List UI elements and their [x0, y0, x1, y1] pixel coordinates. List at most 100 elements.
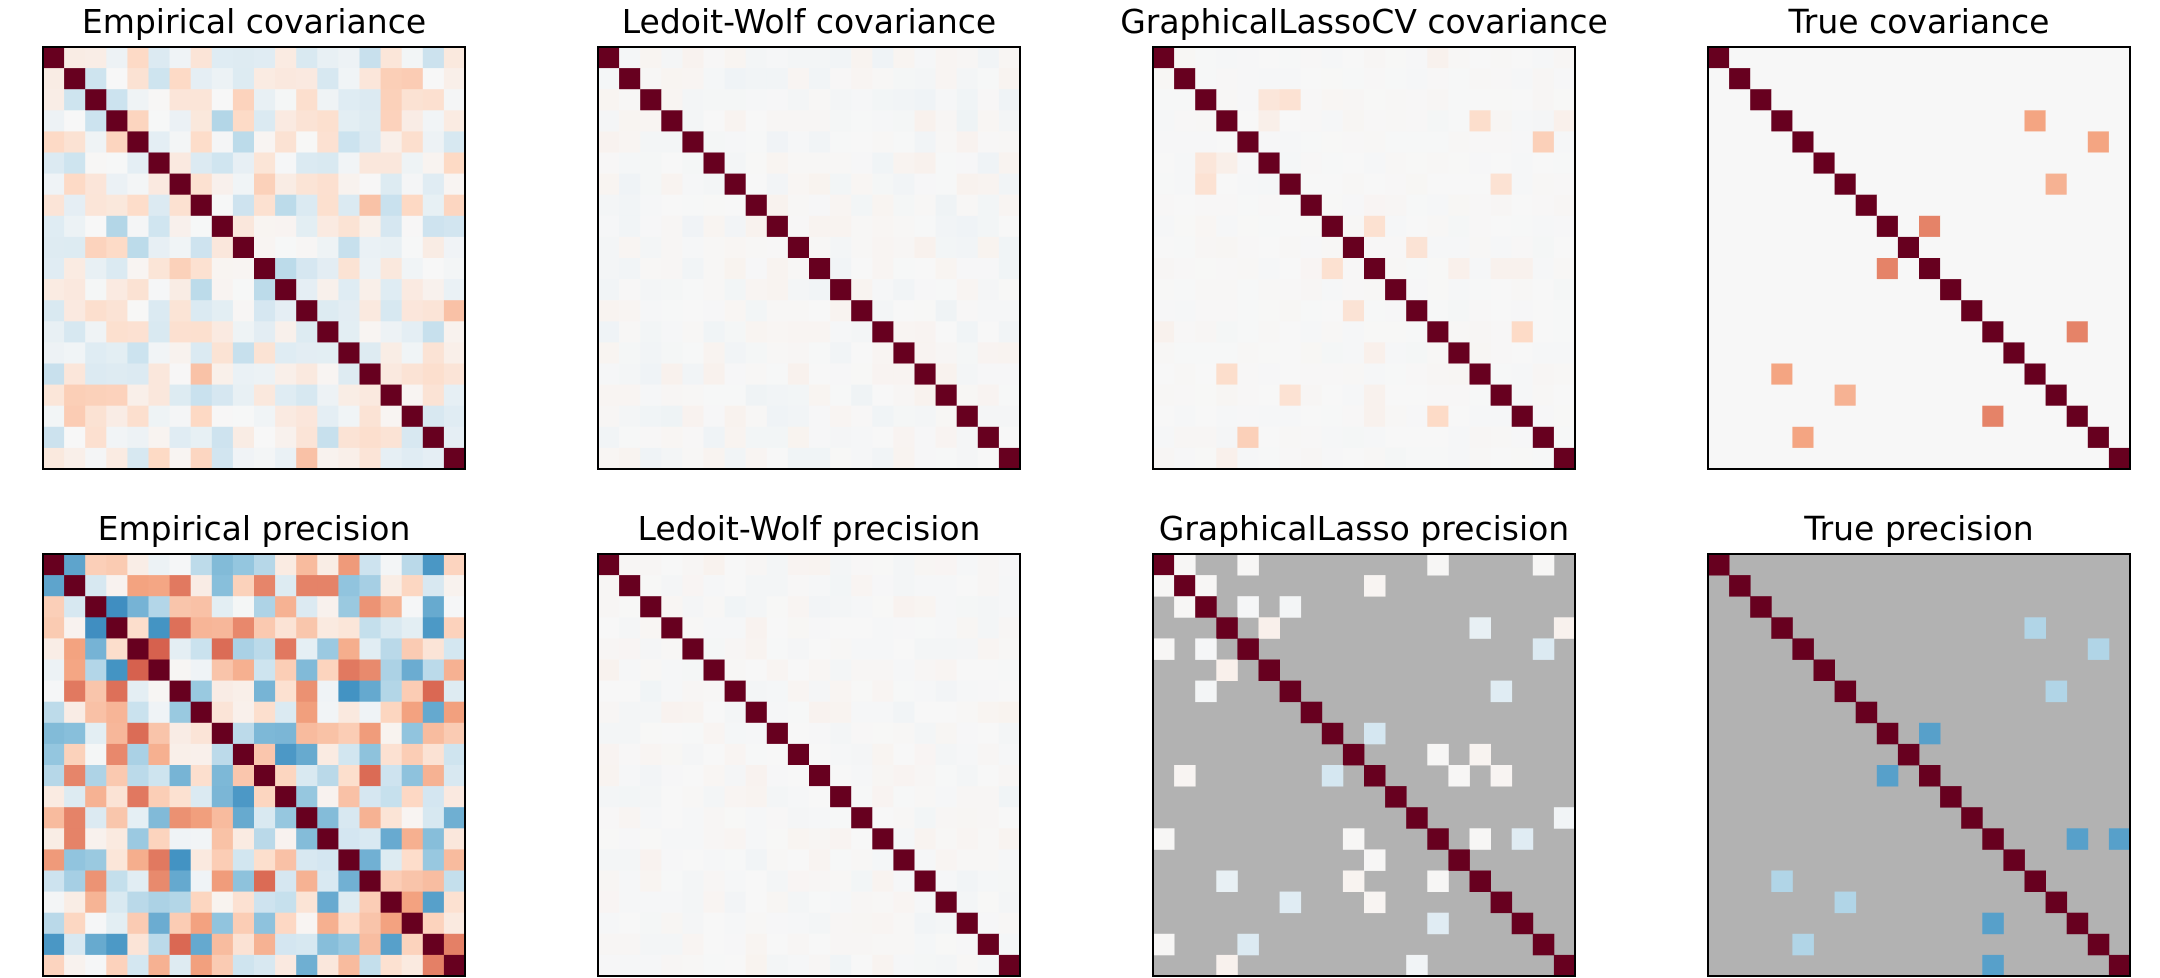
heatmap-cell — [682, 47, 704, 69]
heatmap-cell — [443, 131, 466, 153]
heatmap-cell — [254, 321, 276, 343]
heatmap-cell — [1195, 110, 1217, 132]
heatmap-cell — [640, 743, 662, 766]
heatmap-cell — [148, 701, 170, 724]
heatmap-cell — [64, 933, 86, 956]
heatmap-cell — [1258, 447, 1280, 470]
heatmap-cell — [724, 954, 747, 977]
heatmap-cell — [2087, 173, 2110, 196]
heatmap-cell — [2066, 215, 2089, 238]
heatmap-cell — [211, 659, 234, 681]
heatmap-cell — [1982, 89, 2004, 111]
heatmap-cell — [745, 279, 768, 301]
heatmap-cell — [317, 363, 339, 385]
heatmap-cell — [254, 131, 276, 153]
heatmap-cell — [661, 131, 683, 153]
heatmap-cell — [1876, 68, 1899, 90]
heatmap-cell — [1855, 279, 1878, 301]
heatmap-cell — [1174, 426, 1196, 449]
heatmap-cell — [661, 384, 683, 407]
heatmap-cell — [401, 131, 424, 153]
heatmap-cell — [380, 194, 403, 217]
heatmap-cell — [703, 701, 725, 724]
heatmap-cell — [640, 342, 662, 364]
heatmap-cell — [851, 447, 873, 470]
heatmap-cell — [169, 617, 192, 639]
heatmap-cell — [1750, 363, 1772, 385]
heatmap-cell — [422, 215, 445, 238]
heatmap-cell — [1321, 363, 1344, 385]
heatmap-cell — [766, 68, 789, 90]
heatmap-cell — [211, 321, 234, 343]
heatmap-cell — [85, 722, 107, 745]
heatmap-cell — [1771, 236, 1793, 259]
heatmap-cell — [1279, 363, 1302, 385]
heatmap-cell — [359, 954, 381, 977]
heatmap-cell — [598, 131, 620, 153]
heatmap-cell — [914, 152, 936, 174]
heatmap-cell — [2108, 954, 2131, 977]
heatmap-cell — [1729, 447, 1751, 470]
panel-title: GraphicalLassoCV covariance — [1120, 2, 1608, 41]
heatmap-cell — [2003, 47, 2025, 69]
heatmap-cell — [872, 279, 894, 301]
heatmap-cell — [830, 786, 852, 808]
heatmap-cell — [598, 743, 620, 766]
heatmap-cell — [998, 321, 1021, 343]
heatmap-cell — [619, 722, 641, 745]
heatmap-cell — [64, 638, 86, 660]
heatmap-cell — [1553, 384, 1576, 407]
heatmap-cell — [43, 68, 65, 90]
panel-title: Ledoit-Wolf covariance — [622, 2, 997, 41]
heatmap-cell — [43, 617, 65, 639]
heatmap-cell — [1961, 279, 1983, 301]
heatmap-cell — [1750, 258, 1772, 280]
heatmap-cell — [43, 680, 65, 703]
heatmap-cell — [1750, 300, 1772, 322]
heatmap-cell — [1750, 596, 1772, 618]
heatmap-cell — [148, 828, 170, 850]
heatmap-cell — [443, 575, 466, 597]
heatmap-cell — [809, 236, 831, 259]
heatmap-cell — [977, 321, 1000, 343]
heatmap-cell — [703, 173, 725, 196]
heatmap-cell — [851, 152, 873, 174]
heatmap-cell — [893, 638, 915, 660]
heatmap-cell — [977, 447, 1000, 470]
heatmap-cell — [1300, 384, 1323, 407]
heatmap-cell — [380, 173, 403, 196]
heatmap-cell — [640, 131, 662, 153]
heatmap-cell — [830, 596, 852, 618]
heatmap-cell — [1511, 342, 1534, 364]
heatmap-cell — [724, 701, 747, 724]
heatmap-cell — [1427, 152, 1449, 174]
heatmap-cell — [338, 342, 360, 364]
heatmap-cell — [275, 828, 297, 850]
heatmap-cell — [296, 110, 318, 132]
heatmap-cell — [422, 47, 445, 69]
heatmap-cell — [254, 554, 276, 576]
heatmap-panel: Empirical precision — [42, 509, 466, 977]
heatmap-cell — [1771, 342, 1793, 364]
heatmap-cell — [275, 870, 297, 892]
heatmap-cell — [935, 554, 958, 576]
heatmap-cell — [703, 933, 725, 956]
heatmap-cell — [640, 870, 662, 892]
heatmap-cell — [232, 279, 255, 301]
heatmap-cell — [211, 954, 234, 977]
heatmap-cell — [1469, 321, 1491, 343]
heatmap-cell — [766, 173, 789, 196]
heatmap-cell — [211, 828, 234, 850]
heatmap-cell — [914, 722, 936, 745]
heatmap-cell — [1427, 342, 1449, 364]
heatmap-cell — [703, 279, 725, 301]
heatmap-cell — [359, 828, 381, 850]
heatmap-cell — [1855, 194, 1878, 217]
heatmap-cell — [1406, 405, 1428, 428]
heatmap-cell — [43, 321, 65, 343]
heatmap-cell — [43, 47, 65, 69]
heatmap-cell — [338, 321, 360, 343]
heatmap-cell — [893, 575, 915, 597]
heatmap-cell — [1940, 89, 1962, 111]
heatmap-cell — [338, 300, 360, 322]
